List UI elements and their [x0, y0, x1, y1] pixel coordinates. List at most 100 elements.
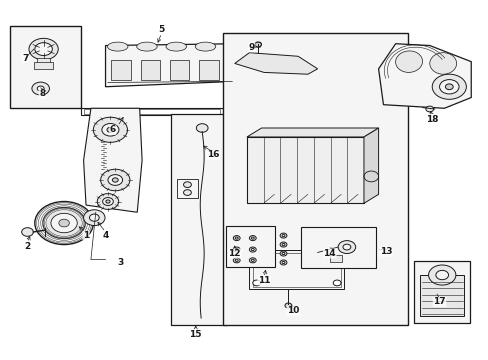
- Text: 6: 6: [109, 125, 116, 134]
- Circle shape: [435, 270, 447, 280]
- Bar: [413, 261, 469, 323]
- Circle shape: [102, 198, 113, 206]
- Text: 5: 5: [158, 25, 164, 34]
- Ellipse shape: [137, 42, 157, 51]
- Ellipse shape: [195, 42, 215, 51]
- Ellipse shape: [395, 51, 422, 72]
- Ellipse shape: [165, 42, 186, 51]
- Text: 8: 8: [39, 89, 45, 98]
- Circle shape: [233, 235, 240, 240]
- Circle shape: [235, 259, 238, 261]
- Bar: [249, 250, 344, 289]
- Polygon shape: [83, 108, 142, 212]
- Bar: [171, 114, 227, 325]
- Circle shape: [252, 280, 260, 286]
- Text: 18: 18: [425, 114, 438, 123]
- Circle shape: [235, 248, 238, 251]
- Circle shape: [427, 265, 455, 285]
- Bar: [419, 275, 464, 316]
- Circle shape: [252, 253, 260, 259]
- Circle shape: [282, 261, 285, 264]
- Circle shape: [332, 253, 340, 259]
- Circle shape: [112, 178, 118, 182]
- Bar: [199, 60, 218, 80]
- Circle shape: [282, 243, 285, 246]
- Circle shape: [183, 182, 191, 188]
- Circle shape: [105, 200, 110, 203]
- Circle shape: [249, 235, 256, 240]
- Circle shape: [280, 233, 286, 238]
- Text: 16: 16: [206, 150, 219, 159]
- Bar: [10, 26, 81, 108]
- Circle shape: [102, 123, 119, 136]
- Circle shape: [196, 124, 207, 132]
- Circle shape: [251, 259, 254, 261]
- Circle shape: [251, 248, 254, 251]
- Bar: [37, 58, 50, 63]
- Circle shape: [249, 258, 256, 263]
- Circle shape: [108, 175, 122, 185]
- Bar: [169, 60, 189, 80]
- Circle shape: [35, 202, 93, 244]
- Ellipse shape: [107, 42, 128, 51]
- Text: 10: 10: [286, 306, 299, 315]
- Circle shape: [32, 82, 49, 95]
- Polygon shape: [234, 53, 317, 74]
- Polygon shape: [105, 44, 234, 87]
- Bar: [81, 108, 222, 116]
- Polygon shape: [363, 128, 378, 203]
- Circle shape: [425, 106, 433, 112]
- Circle shape: [254, 42, 261, 47]
- Circle shape: [83, 210, 105, 226]
- Text: 4: 4: [102, 231, 108, 240]
- Polygon shape: [378, 44, 470, 108]
- Circle shape: [332, 280, 340, 286]
- Circle shape: [93, 117, 127, 142]
- Circle shape: [21, 228, 33, 236]
- Circle shape: [59, 219, 69, 227]
- Text: 3: 3: [117, 258, 123, 267]
- Circle shape: [285, 303, 291, 308]
- Polygon shape: [246, 128, 378, 137]
- Bar: [222, 33, 407, 325]
- Text: 7: 7: [22, 54, 28, 63]
- Circle shape: [280, 242, 286, 247]
- Circle shape: [97, 194, 119, 210]
- Text: 12: 12: [228, 249, 241, 258]
- Circle shape: [183, 190, 191, 195]
- Text: 1: 1: [83, 231, 89, 240]
- Circle shape: [280, 251, 286, 256]
- Circle shape: [233, 247, 240, 252]
- Circle shape: [249, 247, 256, 252]
- Text: 15: 15: [189, 330, 202, 339]
- Bar: [141, 60, 160, 80]
- Text: 13: 13: [379, 247, 391, 256]
- Bar: [246, 137, 363, 203]
- Bar: [329, 255, 341, 262]
- Text: 17: 17: [432, 297, 445, 306]
- Ellipse shape: [429, 53, 456, 74]
- Circle shape: [337, 240, 355, 253]
- Circle shape: [43, 208, 85, 239]
- Circle shape: [101, 169, 130, 191]
- Circle shape: [439, 80, 458, 94]
- Circle shape: [280, 260, 286, 265]
- Bar: [111, 60, 131, 80]
- Circle shape: [107, 127, 114, 132]
- Circle shape: [445, 84, 452, 90]
- Circle shape: [29, 39, 58, 60]
- Text: 2: 2: [24, 242, 31, 251]
- Circle shape: [235, 237, 238, 239]
- Circle shape: [282, 252, 285, 255]
- Text: 14: 14: [323, 249, 335, 258]
- Bar: [34, 62, 53, 69]
- Text: 11: 11: [257, 276, 270, 285]
- Text: 9: 9: [248, 43, 254, 52]
- Bar: [225, 226, 274, 267]
- Bar: [177, 179, 197, 198]
- Circle shape: [431, 74, 466, 99]
- Bar: [300, 226, 375, 268]
- Circle shape: [51, 213, 77, 233]
- Circle shape: [37, 86, 44, 91]
- Circle shape: [89, 214, 99, 221]
